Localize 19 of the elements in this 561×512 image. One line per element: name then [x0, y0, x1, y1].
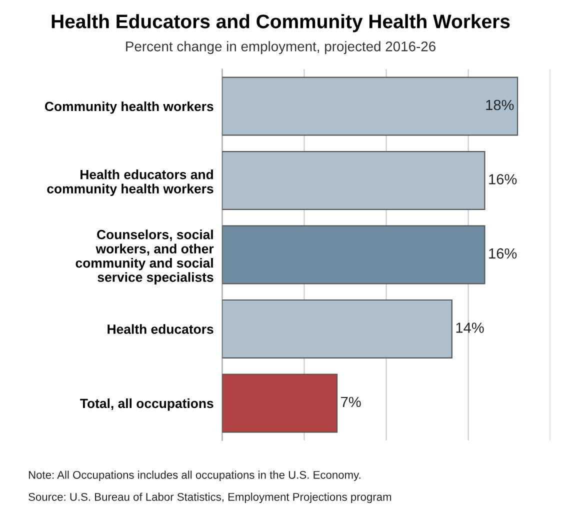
bar: [222, 225, 486, 284]
data-label: 16%: [489, 248, 517, 259]
data-label: 7%: [341, 396, 361, 408]
bar: [222, 150, 486, 210]
data-label: 14%: [456, 322, 484, 333]
bar: [222, 299, 452, 358]
bar: [222, 76, 518, 136]
chart-title: Health Educators and Community Health Workers: [52, 14, 510, 32]
data-label: 18%: [486, 100, 514, 110]
y-tick-label: Community health workers: [45, 101, 214, 114]
chart-subtitle: Percent change in employment, projected 2016-26: [126, 41, 436, 54]
y-tick-label: Health educators and community health workers: [47, 170, 214, 196]
text: Note: All Occupations includes all occupations in the U.S. Economy.: [28, 470, 360, 482]
y-tick-label: Health educators: [108, 324, 214, 334]
y-tick-label: Total, all occupations: [80, 398, 214, 411]
bar: [222, 374, 338, 433]
source-note: Source: U.S. Bureau of Labor Statistics, Employment Projections program: [28, 492, 392, 504]
data-label: 16%: [489, 174, 517, 184]
y-tick-label: Counselors, social workers, and other community and social service specialists: [76, 230, 214, 285]
